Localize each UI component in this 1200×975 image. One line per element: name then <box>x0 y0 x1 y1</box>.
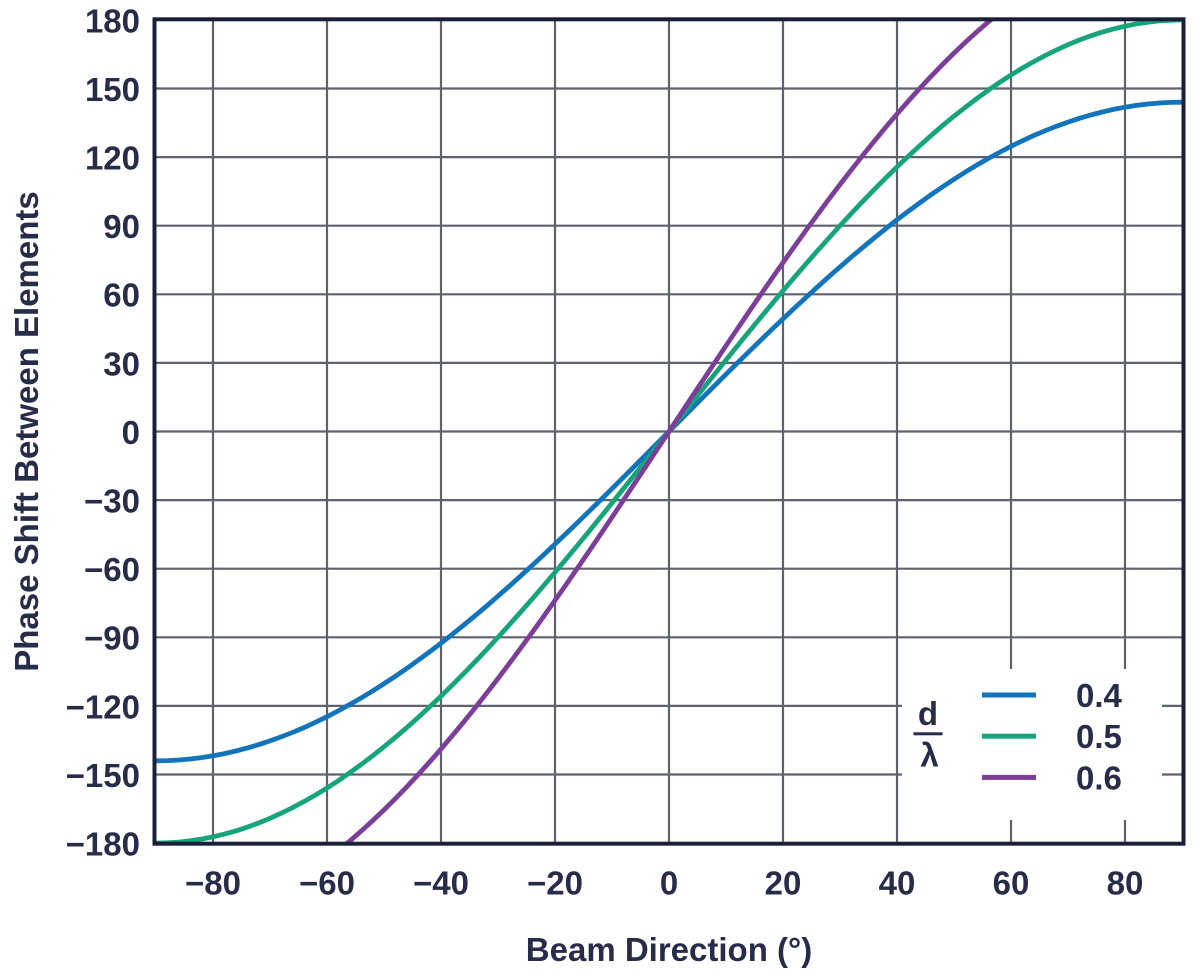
svg-text:Beam Direction (°): Beam Direction (°) <box>526 931 812 968</box>
svg-text:−20: −20 <box>527 865 583 902</box>
svg-text:150: 150 <box>85 71 140 108</box>
svg-text:20: 20 <box>765 865 802 902</box>
svg-text:−150: −150 <box>66 757 140 794</box>
svg-text:30: 30 <box>103 345 140 382</box>
svg-text:80: 80 <box>1107 865 1144 902</box>
svg-text:0: 0 <box>122 414 140 451</box>
svg-text:0: 0 <box>660 865 678 902</box>
svg-text:60: 60 <box>993 865 1030 902</box>
svg-text:−40: −40 <box>413 865 469 902</box>
svg-text:Phase Shift Between Elements: Phase Shift Between Elements <box>8 191 45 671</box>
svg-text:−180: −180 <box>66 826 140 863</box>
svg-text:λ: λ <box>920 737 938 774</box>
svg-text:d: d <box>918 695 938 732</box>
svg-text:60: 60 <box>103 277 140 314</box>
svg-text:40: 40 <box>879 865 916 902</box>
svg-text:−30: −30 <box>84 483 140 520</box>
svg-text:−80: −80 <box>185 865 241 902</box>
svg-text:0.6: 0.6 <box>1076 759 1122 796</box>
svg-text:−60: −60 <box>299 865 355 902</box>
svg-text:−90: −90 <box>84 620 140 657</box>
svg-text:−60: −60 <box>84 551 140 588</box>
svg-text:0.5: 0.5 <box>1076 718 1122 755</box>
svg-text:120: 120 <box>85 140 140 177</box>
svg-text:−120: −120 <box>66 688 140 725</box>
svg-text:180: 180 <box>85 2 140 39</box>
svg-text:90: 90 <box>103 208 140 245</box>
svg-text:0.4: 0.4 <box>1076 677 1123 714</box>
